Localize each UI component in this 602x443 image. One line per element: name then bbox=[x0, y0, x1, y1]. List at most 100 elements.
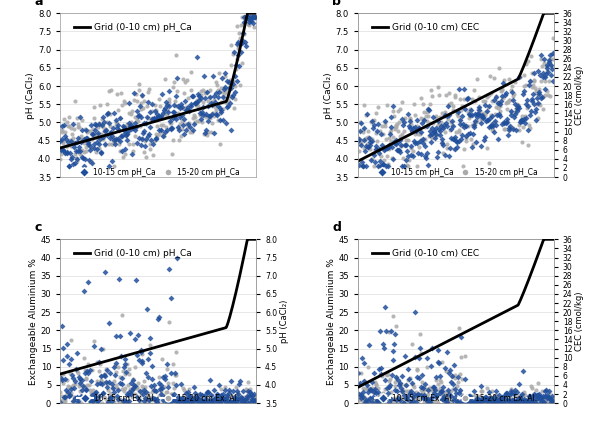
Point bbox=[535, 396, 544, 403]
Point bbox=[154, 398, 163, 405]
Point bbox=[223, 397, 233, 404]
Point bbox=[507, 83, 517, 90]
Point bbox=[417, 151, 426, 158]
Point bbox=[469, 399, 479, 406]
Point bbox=[509, 113, 519, 120]
Point bbox=[241, 13, 250, 20]
Point bbox=[169, 109, 179, 116]
Point bbox=[226, 393, 236, 400]
Point bbox=[147, 389, 157, 396]
Point bbox=[69, 381, 78, 388]
Point bbox=[524, 57, 533, 64]
Point bbox=[455, 117, 465, 124]
Point bbox=[69, 135, 78, 142]
Point bbox=[517, 392, 527, 399]
Point bbox=[538, 70, 548, 77]
Point bbox=[500, 77, 509, 84]
Point bbox=[147, 396, 157, 403]
Point bbox=[71, 365, 81, 373]
Point bbox=[520, 116, 529, 123]
Point bbox=[231, 395, 240, 402]
Point bbox=[139, 377, 149, 385]
Point bbox=[421, 123, 431, 130]
Point bbox=[451, 128, 461, 135]
Point bbox=[417, 135, 427, 142]
Point bbox=[525, 394, 535, 401]
Point bbox=[188, 399, 198, 406]
Point bbox=[485, 394, 494, 401]
Point bbox=[496, 395, 506, 402]
Point bbox=[460, 376, 470, 383]
Point bbox=[506, 399, 516, 406]
Point bbox=[234, 381, 244, 388]
Point bbox=[445, 127, 455, 134]
Point bbox=[452, 108, 462, 115]
Point bbox=[93, 398, 103, 405]
Point bbox=[69, 375, 78, 382]
Point bbox=[364, 135, 374, 142]
Point bbox=[433, 118, 443, 125]
Point bbox=[471, 398, 481, 405]
Point bbox=[178, 397, 187, 404]
Point bbox=[526, 400, 536, 407]
Point bbox=[547, 392, 557, 400]
Point bbox=[434, 388, 444, 395]
Point bbox=[465, 396, 475, 403]
Point bbox=[547, 72, 556, 79]
Point bbox=[115, 114, 125, 121]
Point bbox=[116, 353, 126, 360]
Point bbox=[161, 373, 170, 380]
Point bbox=[434, 91, 444, 98]
Point bbox=[375, 128, 385, 135]
Point bbox=[489, 396, 499, 403]
Point bbox=[446, 135, 456, 142]
Point bbox=[524, 121, 534, 128]
Point bbox=[473, 111, 483, 118]
Point bbox=[505, 394, 515, 401]
Point bbox=[384, 329, 394, 336]
Point bbox=[153, 132, 163, 139]
Point bbox=[438, 139, 447, 146]
Point bbox=[193, 394, 202, 401]
Point bbox=[518, 396, 527, 404]
Point bbox=[245, 13, 255, 20]
Point bbox=[106, 370, 116, 377]
Point bbox=[483, 396, 492, 403]
Point bbox=[214, 88, 224, 95]
Point bbox=[430, 127, 439, 134]
Point bbox=[433, 122, 442, 129]
Point bbox=[191, 100, 200, 107]
Point bbox=[149, 382, 158, 389]
Point bbox=[365, 395, 375, 402]
Point bbox=[96, 377, 105, 384]
Point bbox=[192, 396, 202, 404]
Point bbox=[456, 106, 466, 113]
Point bbox=[504, 97, 514, 104]
Point bbox=[357, 354, 367, 361]
Point bbox=[148, 152, 158, 159]
Point bbox=[91, 391, 101, 398]
Point bbox=[372, 128, 382, 135]
Point bbox=[536, 55, 546, 62]
Point bbox=[424, 395, 433, 402]
Point bbox=[215, 117, 225, 124]
Point bbox=[92, 121, 101, 128]
Point bbox=[119, 388, 128, 395]
Point bbox=[129, 96, 139, 103]
Point bbox=[486, 396, 496, 403]
Point bbox=[515, 127, 524, 134]
Point bbox=[516, 399, 526, 406]
Point bbox=[200, 395, 210, 402]
Point bbox=[249, 13, 258, 20]
Point bbox=[535, 391, 544, 398]
Point bbox=[479, 136, 489, 143]
Point bbox=[110, 372, 120, 379]
Point bbox=[536, 78, 545, 85]
Point bbox=[101, 141, 110, 148]
Point bbox=[470, 97, 480, 105]
Point bbox=[439, 392, 449, 399]
Point bbox=[131, 124, 141, 131]
Point bbox=[157, 356, 167, 363]
Point bbox=[356, 139, 366, 146]
Point bbox=[145, 394, 155, 401]
